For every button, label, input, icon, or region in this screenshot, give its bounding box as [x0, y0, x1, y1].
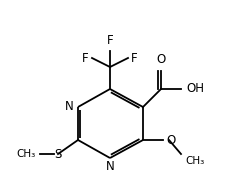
- Text: O: O: [156, 53, 165, 66]
- Text: N: N: [65, 101, 74, 114]
- Text: S: S: [54, 148, 61, 161]
- Text: N: N: [105, 160, 114, 173]
- Text: F: F: [106, 34, 113, 47]
- Text: F: F: [131, 51, 137, 64]
- Text: O: O: [165, 134, 174, 146]
- Text: OH: OH: [185, 82, 203, 96]
- Text: CH₃: CH₃: [184, 156, 203, 166]
- Text: F: F: [82, 51, 89, 64]
- Text: CH₃: CH₃: [17, 149, 36, 159]
